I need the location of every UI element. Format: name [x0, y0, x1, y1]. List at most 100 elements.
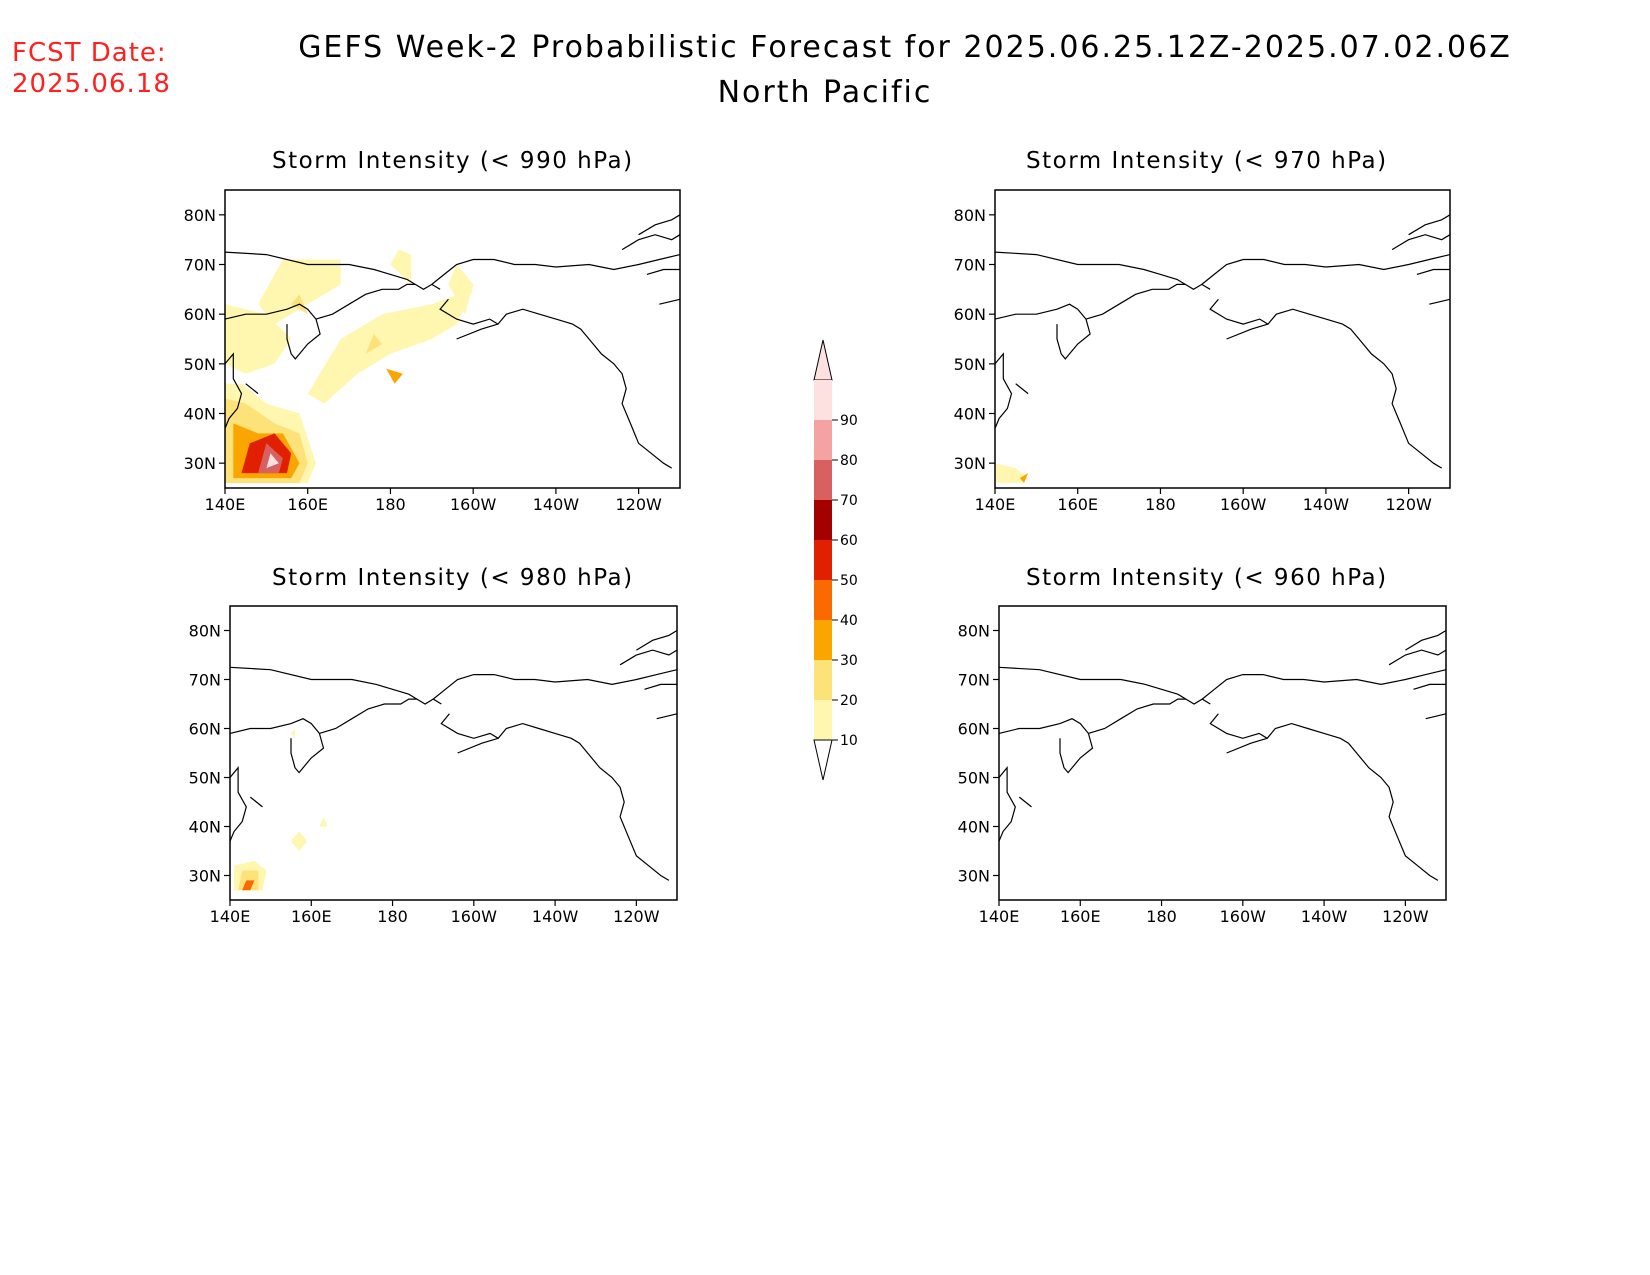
lon-tick-label: 140E [975, 495, 1016, 514]
colorbar-top-cap [813, 339, 833, 381]
colorbar-swatch [814, 460, 832, 500]
map-frame [994, 189, 1451, 489]
lat-tick-label: 40N [954, 405, 986, 424]
coastline [998, 629, 1447, 881]
coast-line [994, 251, 1211, 290]
forecast-date-label: FCST Date: 2025.06.18 [12, 38, 171, 100]
lon-tick-label: 160E [1060, 907, 1101, 926]
lat-tick-label: 30N [958, 867, 990, 886]
colorbar-label: 80 [840, 453, 858, 469]
lon-tick-label: 120W [613, 907, 660, 926]
coast-line [245, 383, 259, 395]
contour-region [307, 289, 474, 404]
coast-line [619, 649, 678, 666]
lon-tick-label: 140E [210, 907, 251, 926]
colorbar-swatch [814, 420, 832, 460]
coast-line [646, 268, 680, 275]
lon-tick-label: 140E [979, 907, 1020, 926]
coast-line [1201, 254, 1451, 285]
contour-region [291, 831, 308, 851]
probability-fill [995, 463, 1029, 483]
lat-tick-label: 70N [189, 671, 221, 690]
coast-line [1201, 669, 1447, 700]
lon-tick-label: 160E [287, 495, 328, 514]
lat-tick-label: 50N [958, 769, 990, 788]
coast-line [456, 323, 499, 340]
probability-fill [234, 728, 328, 891]
coast-line [439, 298, 673, 469]
lon-tick-label: 140W [532, 907, 579, 926]
colorbar-bottom-cap [813, 739, 833, 781]
coast-line [224, 303, 321, 360]
colorbar-label: 50 [840, 573, 858, 589]
contour-region [390, 249, 412, 285]
lat-tick-label: 80N [958, 622, 990, 641]
coast-line [998, 718, 1094, 774]
lat-tick-label: 40N [958, 818, 990, 837]
coast-line [1425, 713, 1447, 720]
coast-line [638, 214, 681, 236]
coast-line [1209, 298, 1443, 469]
map-panel-960: 80N 70N 60N 50N 40N 30N 140E 160E 180 160W 140W 120… [958, 605, 1447, 926]
lat-tick-label: 80N [189, 622, 221, 641]
lat-tick-label: 70N [184, 256, 216, 275]
coast-line [229, 766, 247, 842]
coast-line [1388, 649, 1447, 666]
coast-line [994, 303, 1091, 360]
region-subtitle: North Pacific [717, 75, 933, 110]
lat-tick-label: 60N [954, 305, 986, 324]
colorbar-swatch [814, 660, 832, 700]
coast-line [1391, 234, 1451, 251]
lat-tick-label: 60N [184, 305, 216, 324]
colorbar-swatch [814, 380, 832, 420]
contour-region [448, 264, 474, 315]
coast-line [1226, 323, 1269, 340]
panel-title-980: Storm Intensity (< 980 hPa) [272, 565, 634, 591]
lon-tick-label: 160W [1220, 907, 1267, 926]
contour-region [266, 453, 279, 469]
lat-tick-label: 30N [184, 454, 216, 473]
coast-line [1085, 283, 1186, 320]
coast-line [1405, 629, 1447, 651]
colorbar-swatch [814, 620, 832, 660]
lat-tick-label: 30N [954, 454, 986, 473]
lon-tick-label: 140E [205, 495, 246, 514]
coast-line [431, 254, 681, 285]
contour-region [1019, 473, 1029, 483]
lon-tick-label: 140W [533, 495, 580, 514]
coast-line [1408, 214, 1451, 236]
map-panel-970: 80N 70N 60N 50N 40N 30N 140E 160E 180 160W 140W 120… [954, 189, 1451, 514]
probability-colorbar: 10 20 30 40 50 60 70 80 90 [813, 339, 858, 781]
contour-region [258, 259, 341, 325]
lat-tick-label: 60N [189, 720, 221, 739]
coast-line [224, 251, 441, 290]
coast-line [432, 669, 678, 700]
contour-region [319, 816, 328, 827]
lat-tick-label: 50N [954, 355, 986, 374]
lat-tick-label: 70N [958, 671, 990, 690]
lon-tick-label: 160E [1057, 495, 1098, 514]
contour-region [995, 463, 1029, 483]
map-panel-990: 80N 70N 60N 50N 40N 30N 140E 160E 180 160W 140W 120… [184, 189, 681, 514]
lon-tick-label: 120W [1385, 495, 1432, 514]
lon-tick-label: 160E [291, 907, 332, 926]
lon-tick-label: 180 [1145, 495, 1176, 514]
lat-tick-label: 50N [189, 769, 221, 788]
lat-tick-label: 70N [954, 256, 986, 275]
map-frame [224, 189, 681, 489]
map-panel-980: 80N 70N 60N 50N 40N 30N 140E 160E 180 160W 140W 120… [189, 605, 678, 926]
fcst-label: FCST Date: [12, 38, 167, 68]
probability-fill [225, 249, 474, 483]
panel-title-970: Storm Intensity (< 970 hPa) [1026, 148, 1388, 174]
coastline [229, 629, 678, 881]
lon-tick-label: 180 [375, 495, 406, 514]
coast-line [319, 698, 417, 734]
lon-tick-label: 160W [450, 495, 497, 514]
lon-tick-label: 120W [615, 495, 662, 514]
lon-tick-label: 160W [1220, 495, 1267, 514]
colorbar-label: 60 [840, 533, 858, 549]
lat-tick-label: 50N [184, 355, 216, 374]
coast-line [315, 283, 416, 320]
lon-tick-label: 120W [1382, 907, 1429, 926]
colorbar-swatch [814, 700, 832, 740]
